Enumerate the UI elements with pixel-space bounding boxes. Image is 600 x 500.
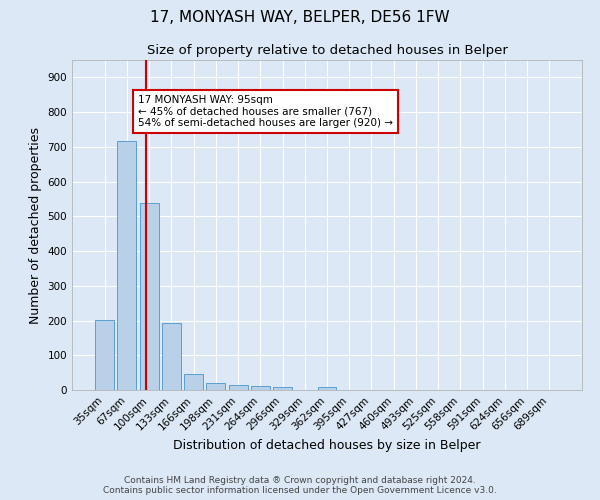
Bar [118,141,136,390]
Bar [229,385,248,390]
Title: Size of property relative to detached houses in Belper: Size of property relative to detached ho… [146,44,508,58]
Text: 17 MONYASH WAY: 95sqm
← 45% of detached houses are smaller (767)
54% of semi-det: 17 MONYASH WAY: 95sqm ← 45% of detached … [138,94,393,128]
Y-axis label: Number of detached properties: Number of detached properties [29,126,42,324]
Bar [184,374,203,390]
Text: 17, MONYASH WAY, BELPER, DE56 1FW: 17, MONYASH WAY, BELPER, DE56 1FW [150,10,450,25]
Bar [273,387,292,390]
Bar [206,383,225,390]
Bar [251,386,270,390]
Bar [162,324,181,390]
Bar [317,387,337,390]
Text: Contains HM Land Registry data ® Crown copyright and database right 2024.
Contai: Contains HM Land Registry data ® Crown c… [103,476,497,495]
X-axis label: Distribution of detached houses by size in Belper: Distribution of detached houses by size … [173,438,481,452]
Bar [140,204,158,390]
Bar [95,320,114,390]
